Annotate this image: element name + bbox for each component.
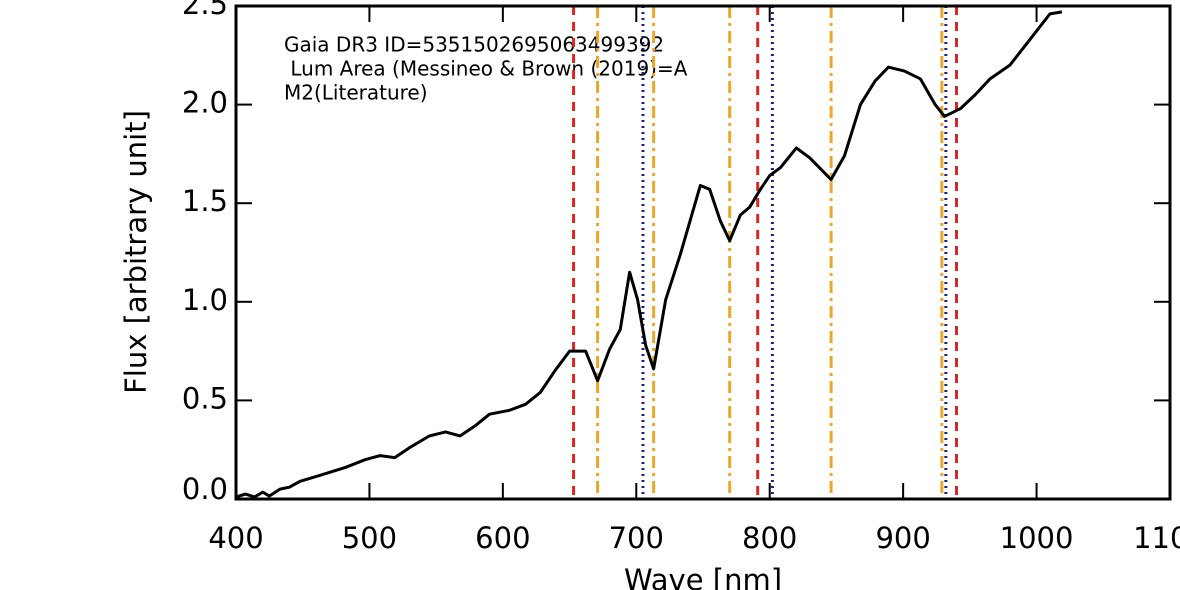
y-tick-label: 1.5 — [182, 184, 228, 218]
x-tick-label: 500 — [342, 521, 397, 555]
annotation: Gaia DR3 ID=5351502695063499392 — [284, 33, 664, 57]
x-tick-label: 600 — [475, 521, 530, 555]
x-tick-label: 900 — [875, 521, 930, 555]
x-tick-label: 800 — [742, 521, 797, 555]
annotation: M2(Literature) — [284, 81, 428, 105]
x-tick-label: 400 — [208, 521, 263, 555]
y-tick-label: 2.0 — [182, 86, 228, 120]
annotation: Lum Area (Messineo & Brown (2019)=A — [284, 57, 688, 81]
y-tick-label: 1.0 — [182, 283, 228, 317]
y-axis-label: Flux [arbitrary unit] — [119, 110, 153, 394]
x-tick-label: 1000 — [1000, 521, 1074, 555]
spectrum-line — [235, 10, 1063, 499]
y-tick-label: 0.5 — [182, 381, 228, 415]
y-tick-label: 2.5 — [182, 0, 228, 21]
x-tick-label: 700 — [609, 521, 664, 555]
plot-frame — [234, 4, 1172, 501]
y-tick-label: 0.0 — [182, 472, 228, 506]
x-axis-label: Wave [nm] — [624, 563, 782, 590]
